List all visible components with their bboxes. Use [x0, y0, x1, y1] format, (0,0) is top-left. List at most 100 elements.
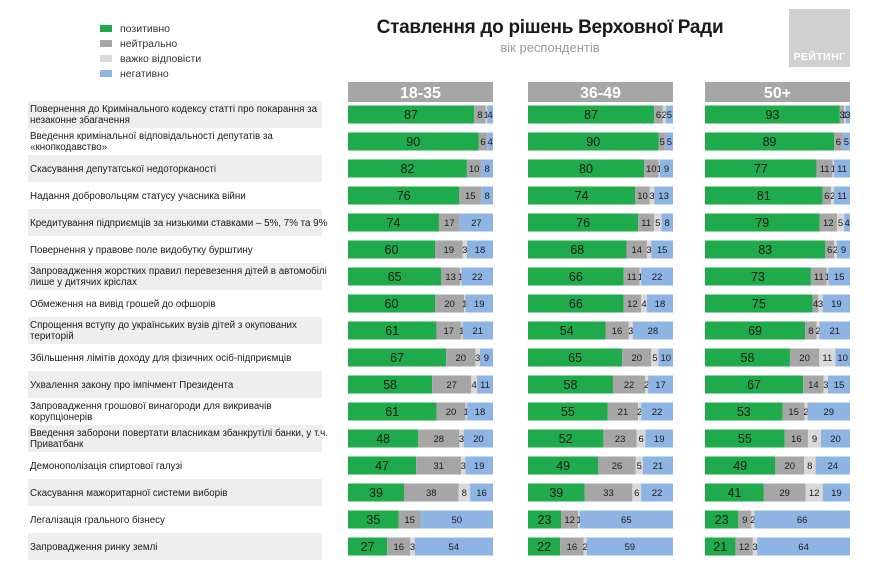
bar-segment-positive [528, 375, 613, 394]
bar-segment-neutral [398, 510, 421, 529]
category-label: Спрощення вступу до українських вузів ді… [30, 320, 297, 342]
bar-segment-negative [651, 240, 673, 259]
data-label: 54 [560, 324, 574, 338]
data-label: 16 [791, 434, 802, 445]
bar-segment-neutral [387, 537, 411, 556]
category-label: Повернення у правове поле видобутку бурш… [30, 245, 253, 256]
data-label: 41 [727, 486, 741, 500]
bar-segment-positive [528, 537, 561, 556]
data-label: 16 [393, 542, 404, 553]
data-label: 1 [657, 164, 662, 175]
legend-swatch-hard-to-say [100, 55, 112, 62]
bar-segment-negative [459, 213, 493, 232]
bar-segment-positive [528, 132, 659, 151]
bar-segment-positive [528, 105, 655, 124]
data-label: 20 [473, 434, 484, 445]
data-label: 73 [751, 270, 765, 284]
data-label: 66 [797, 515, 808, 526]
data-label: 55 [561, 405, 575, 419]
bar-segment-negative [659, 159, 673, 178]
data-label: 19 [654, 434, 665, 445]
legend: позитивно нейтрально важко відповісти не… [100, 21, 201, 81]
data-label: 22 [472, 272, 483, 283]
bar-segment-positive [348, 321, 437, 340]
data-label: 19 [831, 299, 842, 310]
bar-segment-positive [705, 510, 739, 529]
data-label: 9 [742, 515, 747, 526]
bar-segment-neutral [436, 402, 466, 421]
data-label: 5 [667, 137, 672, 148]
bar-segment-negative [646, 294, 673, 313]
bar-segment-positive [528, 240, 627, 259]
bar-segment-negative [835, 348, 850, 367]
legend-swatch-positive [100, 25, 112, 32]
data-label: 65 [388, 270, 402, 284]
bar-segment-neutral [623, 294, 642, 313]
legend-label-neutral: нейтрально [120, 37, 178, 50]
data-label: 18 [475, 407, 486, 418]
data-label: 27 [471, 218, 482, 229]
bar-segment-hard-to-say [804, 402, 808, 421]
data-label: 10 [469, 164, 480, 175]
data-label: 23 [715, 513, 729, 527]
data-label: 22 [537, 540, 551, 554]
bar-segment-neutral [819, 213, 837, 232]
data-label: 3 [823, 380, 828, 391]
data-label: 13 [445, 272, 456, 283]
data-label: 1 [464, 407, 469, 418]
data-label: 20 [830, 434, 841, 445]
bar-segment-neutral [735, 537, 753, 556]
data-label: 74 [575, 189, 589, 203]
category-label: Повернення до Кримінального кодексу стат… [30, 104, 318, 126]
legend-swatch-negative [100, 70, 112, 77]
bar-segment-negative [641, 402, 673, 421]
bar-segment-hard-to-say [462, 240, 467, 259]
data-label: 11 [837, 191, 847, 202]
bar-segment-hard-to-say [836, 213, 845, 232]
data-label: 68 [570, 243, 584, 257]
bar-segment-negative [466, 402, 493, 421]
bar-segment-hard-to-say [818, 294, 823, 313]
bar-segment-positive [348, 429, 419, 448]
data-label: 64 [798, 542, 809, 553]
data-label: 21 [713, 540, 727, 554]
bar-segment-neutral [834, 132, 843, 151]
bar-segment-neutral [403, 483, 459, 502]
rating-logo: РЕЙТИНГ [789, 9, 850, 67]
bar-segment-hard-to-say [638, 402, 642, 421]
bar-segment-positive [528, 294, 624, 313]
data-label: 20 [446, 407, 457, 418]
data-label: 55 [738, 432, 752, 446]
data-label: 1 [459, 326, 464, 337]
data-label: 3 [628, 326, 633, 337]
bar-segment-neutral [418, 429, 460, 448]
data-label: 6 [656, 110, 661, 121]
bar-segment-neutral [622, 348, 652, 367]
bar-segment-positive [348, 375, 433, 394]
bar-segment-neutral [738, 510, 752, 529]
bar-segment-negative [465, 294, 493, 313]
category-label: Кредитування підприємців за низькими ста… [30, 218, 328, 229]
data-label: 77 [754, 162, 768, 176]
data-label: 65 [568, 351, 582, 365]
data-label: 49 [733, 459, 747, 473]
data-label: 3 [845, 110, 850, 121]
bar-segment-neutral [607, 402, 639, 421]
data-label: 4 [641, 299, 646, 310]
data-label: 12 [739, 542, 750, 553]
data-label: 79 [755, 216, 769, 230]
category-label: Запровадження ринку землі [30, 542, 157, 553]
data-label: 54 [449, 542, 460, 553]
bar-segment-positive [528, 456, 599, 475]
bar-segment-negative [487, 105, 493, 124]
bar-segment-positive [528, 429, 604, 448]
data-label: 48 [376, 432, 390, 446]
legend-item-hard-to-say: важко відповісти [100, 51, 201, 66]
bar-segment-neutral [623, 267, 640, 286]
data-label: 9 [812, 434, 817, 445]
bar-segment-neutral [784, 429, 808, 448]
bar-segment-hard-to-say [461, 456, 466, 475]
bar-segment-negative [828, 267, 850, 286]
row-stripe [28, 155, 322, 182]
bar-segment-negative [477, 375, 493, 394]
